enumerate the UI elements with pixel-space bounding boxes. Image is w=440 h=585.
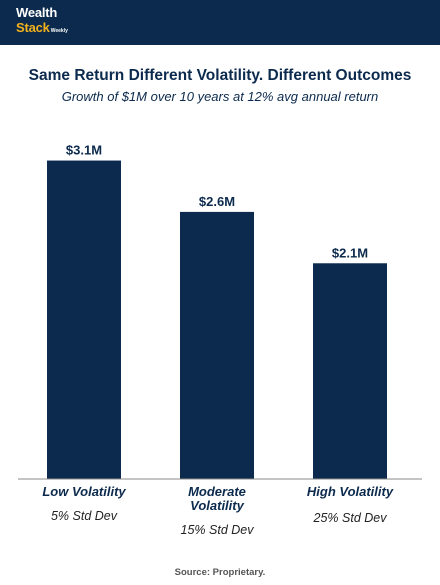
bar-1 <box>47 160 121 479</box>
category-sublabel-2: 15% Std Dev <box>180 523 254 537</box>
value-label-2: $2.6M <box>199 194 235 209</box>
bar-2 <box>180 211 254 479</box>
logo-line1: Wealth <box>16 5 58 20</box>
chart-title: Same Return Different Volatility. Differ… <box>28 67 412 84</box>
bar-3 <box>313 263 387 479</box>
header-bar: Wealth StackWeekly <box>0 0 440 45</box>
value-label-1: $3.1M <box>66 143 102 158</box>
category-label-2: Moderate Volatility <box>188 484 246 513</box>
chart-subtitle: Growth of $1M over 10 years at 12% avg a… <box>61 89 379 104</box>
category-sublabel-1: 5% Std Dev <box>50 509 117 523</box>
wealth-stack-logo: Wealth StackWeekly <box>16 6 68 36</box>
category-sublabel-3: 25% Std Dev <box>313 511 387 525</box>
source-note: Source: Proprietary. <box>174 567 266 578</box>
value-label-3: $2.1M <box>332 245 368 260</box>
logo-stack-text: Stack <box>16 20 50 35</box>
category-label-1: Low Volatility <box>42 484 126 499</box>
logo-weekly-text: Weekly <box>50 28 68 34</box>
logo-line2: StackWeekly <box>16 20 68 36</box>
bars-group: $3.1M $2.6M $2.1M <box>47 143 387 479</box>
category-label-3: High Volatility <box>306 484 394 499</box>
